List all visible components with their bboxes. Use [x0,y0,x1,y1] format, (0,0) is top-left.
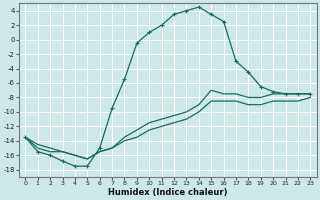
X-axis label: Humidex (Indice chaleur): Humidex (Indice chaleur) [108,188,228,197]
